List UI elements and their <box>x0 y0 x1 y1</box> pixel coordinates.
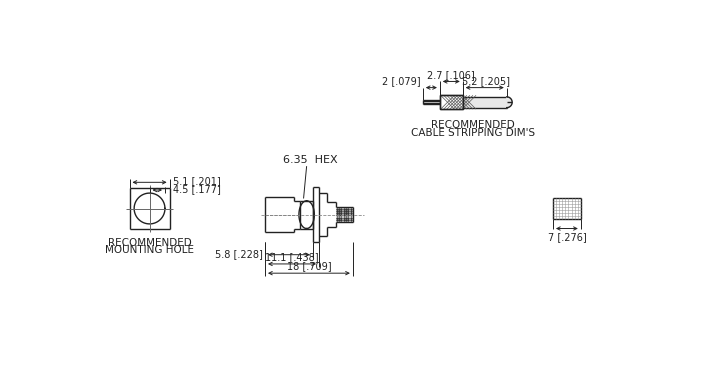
Bar <box>463 97 507 108</box>
Bar <box>440 95 463 109</box>
Text: 2 [.079]: 2 [.079] <box>382 76 420 86</box>
Text: 11.1 [.438]: 11.1 [.438] <box>265 252 319 262</box>
Text: 7 [.276]: 7 [.276] <box>547 232 586 241</box>
Bar <box>440 95 463 109</box>
Text: 4.5 [.177]: 4.5 [.177] <box>173 184 220 194</box>
Text: 5.8 [.228]: 5.8 [.228] <box>215 249 263 259</box>
Polygon shape <box>507 97 512 108</box>
Text: 5.1 [.201]: 5.1 [.201] <box>173 177 220 186</box>
Text: 18 [.709]: 18 [.709] <box>287 261 331 271</box>
Text: 5.2 [.205]: 5.2 [.205] <box>462 76 510 86</box>
Text: MOUNTING HOLE: MOUNTING HOLE <box>105 245 194 255</box>
Text: 6.35  HEX: 6.35 HEX <box>283 155 338 165</box>
Text: RECOMMENDED: RECOMMENDED <box>431 120 516 130</box>
Text: RECOMMENDED: RECOMMENDED <box>108 238 192 248</box>
Text: 2.7 [.106]: 2.7 [.106] <box>428 70 475 80</box>
Text: CABLE STRIPPING DIM'S: CABLE STRIPPING DIM'S <box>411 128 536 138</box>
